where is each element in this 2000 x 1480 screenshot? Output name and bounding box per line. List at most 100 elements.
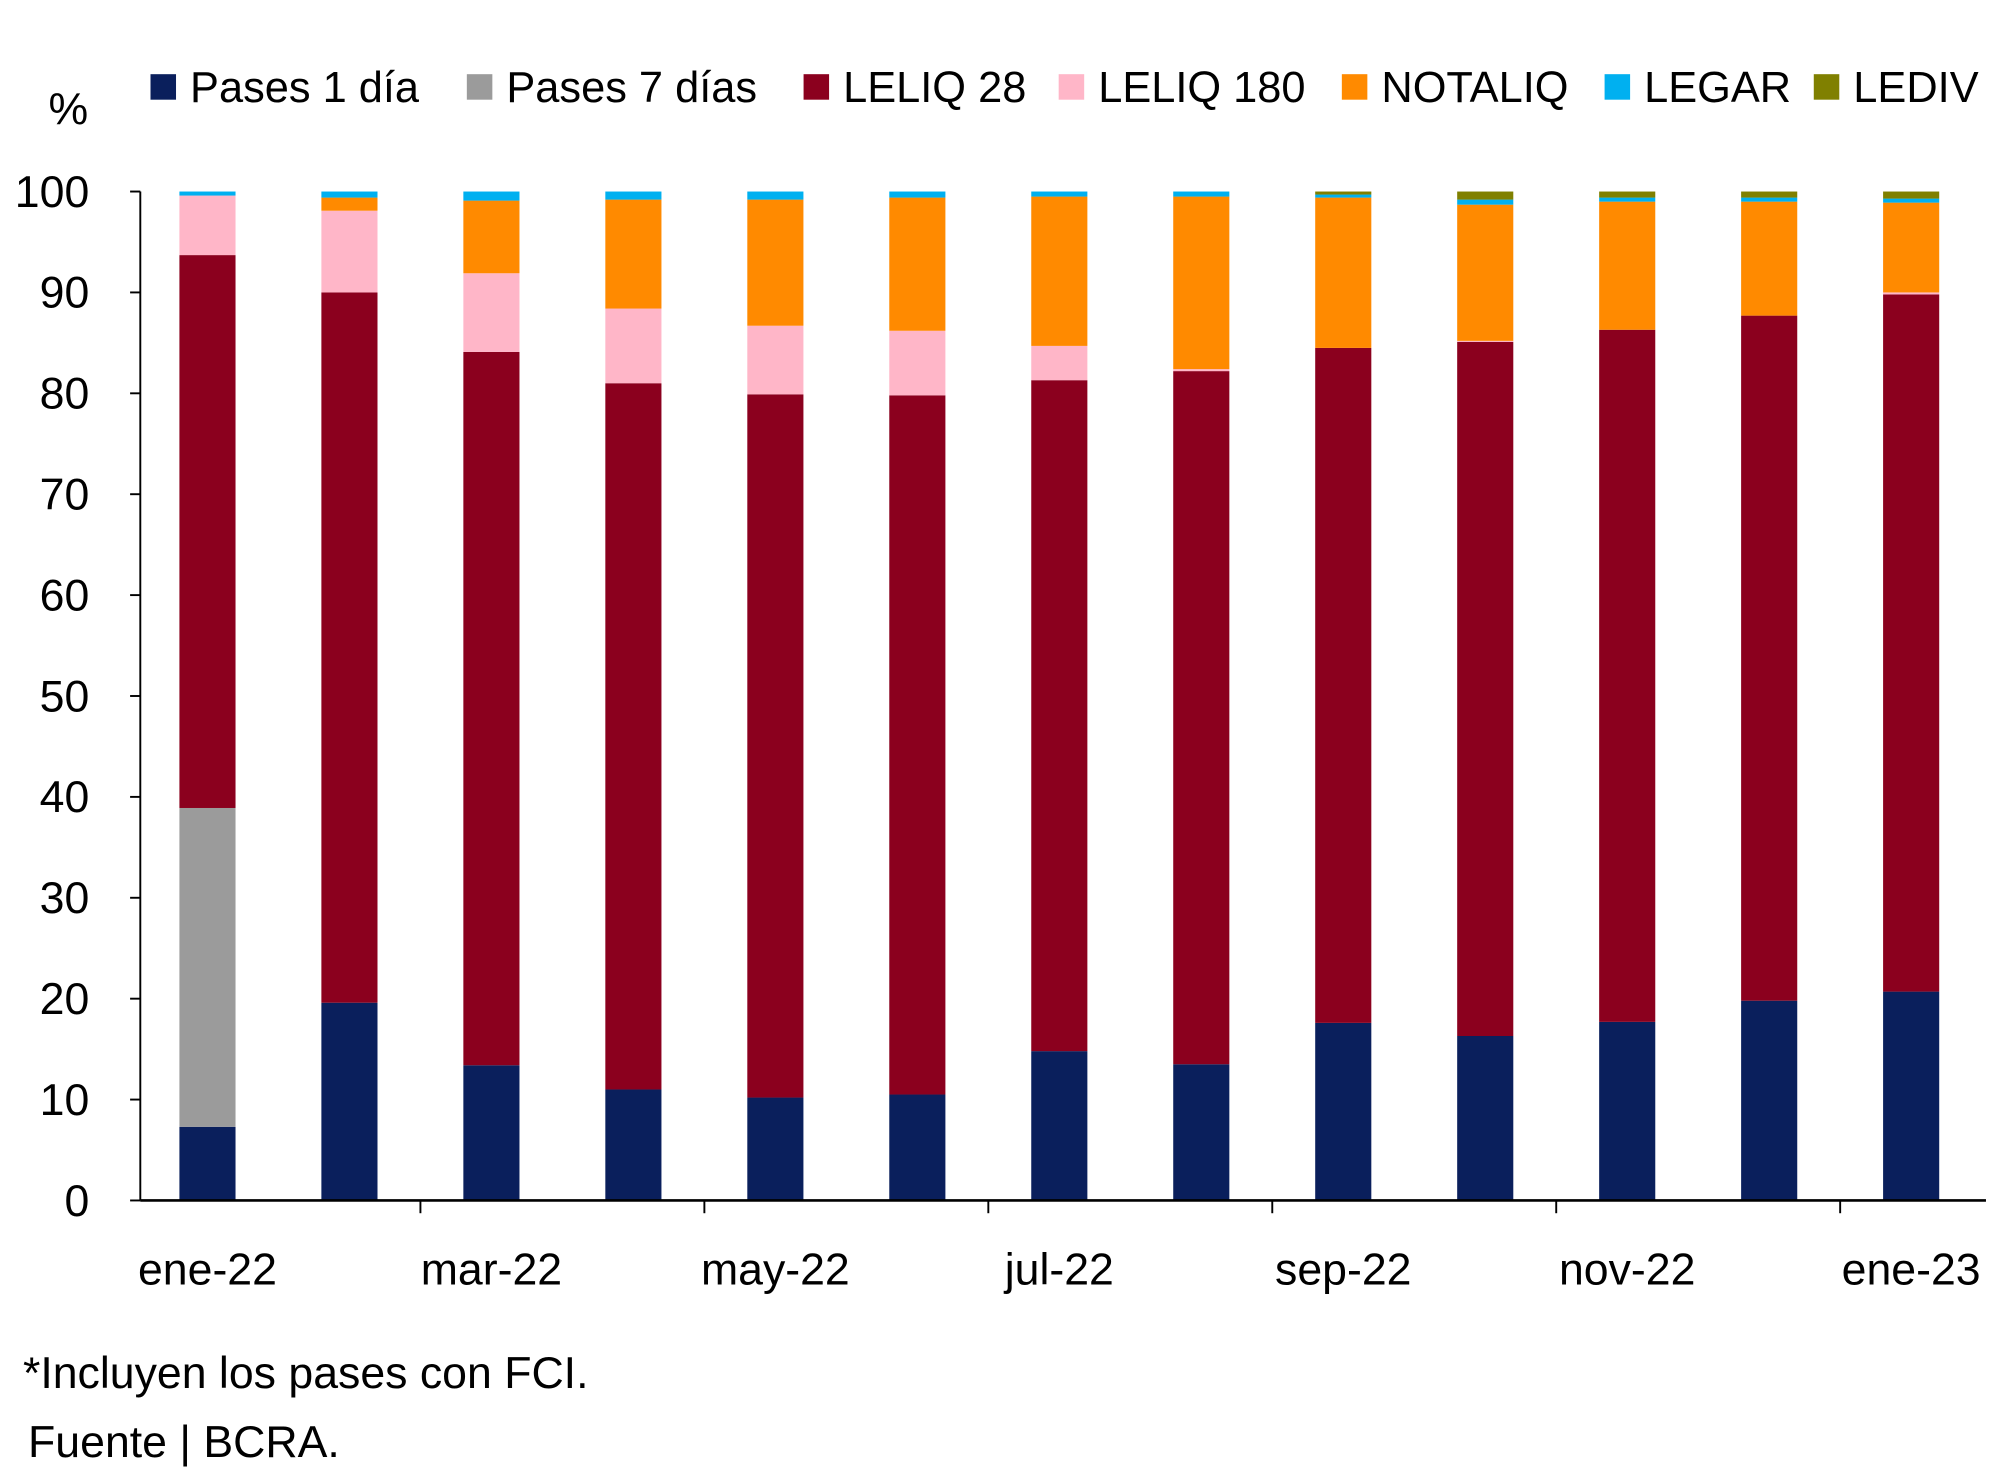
bar-segment-pases-7-d-as-ene-22	[179, 807, 236, 1127]
bar-segment-leliq-180-ene-22	[179, 195, 236, 256]
bar-segment-notaliq-oct-22	[1457, 204, 1514, 341]
x-tick-label: sep-22	[1275, 1246, 1411, 1295]
bar-segment-leliq-28-sep-22	[1315, 347, 1372, 1023]
bar-segment-legar-feb-22	[321, 191, 378, 198]
bar-segment-leliq-180-abr-22	[605, 308, 662, 384]
bar-segment-leliq-28-ene-23	[1883, 294, 1940, 992]
bar-segment-leliq-28-dic-22	[1741, 315, 1798, 1001]
legend-item: LELIQ 28	[803, 64, 1026, 112]
y-tick-label: 70	[40, 471, 90, 520]
bar-segment-legar-sep-22	[1315, 194, 1372, 198]
bar-segment-leliq-180-may-22	[747, 325, 804, 395]
bar-segment-notaliq-mar-22	[463, 200, 520, 274]
legend-swatch	[150, 74, 177, 100]
bar-segment-leliq-28-mar-22	[463, 351, 520, 1066]
bar-segment-pases-1-d-a-jun-22	[889, 1094, 946, 1201]
legend-label: Pases 1 día	[190, 64, 420, 112]
x-tick-label: ene-22	[138, 1246, 277, 1295]
x-tick-label: ene-23	[1842, 1246, 1981, 1295]
y-axis-unit-label: %	[48, 85, 88, 134]
bar-segment-pases-1-d-a-dic-22	[1741, 1000, 1798, 1201]
legend-item: Pases 7 días	[466, 64, 757, 112]
legend-item: LEGAR	[1604, 64, 1791, 112]
bar-segment-legar-oct-22	[1457, 199, 1514, 205]
bar-segment-leliq-28-ago-22	[1173, 371, 1230, 1065]
bar-segment-notaliq-dic-22	[1741, 201, 1798, 316]
bar-segment-legar-nov-22	[1599, 197, 1656, 202]
bars	[179, 191, 1940, 1201]
bar-segment-leliq-28-abr-22	[605, 383, 662, 1090]
legend-swatch	[1341, 74, 1368, 100]
bar-segment-notaliq-jul-22	[1031, 196, 1088, 346]
y-tick-label: 0	[64, 1177, 89, 1226]
bar-segment-leliq-180-mar-22	[463, 273, 520, 352]
y-tick-label: 40	[40, 773, 90, 822]
y-tick-label: 80	[40, 370, 90, 419]
y-tick-label: 10	[40, 1076, 90, 1125]
bar-segment-pases-1-d-a-oct-22	[1457, 1036, 1514, 1201]
bar-segment-legar-jul-22	[1031, 191, 1088, 197]
bar-segment-notaliq-sep-22	[1315, 197, 1372, 348]
legend-swatch	[1813, 74, 1840, 100]
bar-segment-pases-1-d-a-ene-23	[1883, 991, 1940, 1201]
legend-swatch	[803, 74, 830, 100]
bar-segment-legar-may-22	[747, 191, 804, 200]
bar-segment-notaliq-ago-22	[1173, 196, 1230, 370]
bar-segment-leliq-28-may-22	[747, 394, 804, 1098]
bar-segment-leliq-180-jun-22	[889, 330, 946, 396]
legend-label: LELIQ 180	[1098, 64, 1305, 112]
x-tick-label: mar-22	[421, 1246, 562, 1295]
bar-segment-notaliq-abr-22	[605, 199, 662, 309]
bar-segment-leliq-28-jun-22	[889, 395, 946, 1095]
bar-segment-leliq-28-oct-22	[1457, 341, 1514, 1037]
bar-segment-legar-ago-22	[1173, 191, 1230, 197]
bar-segment-notaliq-ene-23	[1883, 202, 1940, 293]
y-tick-label: 20	[40, 975, 90, 1024]
y-tick-label: 30	[40, 874, 90, 923]
legend-item: NOTALIQ	[1341, 64, 1569, 112]
bar-segment-pases-1-d-a-feb-22	[321, 1002, 378, 1201]
bar-segment-pases-1-d-a-sep-22	[1315, 1022, 1372, 1201]
bar-segment-leliq-28-jul-22	[1031, 380, 1088, 1052]
bar-segment-leliq-28-ene-22	[179, 255, 236, 808]
bar-segment-legar-ene-22	[179, 191, 236, 196]
bar-segment-legar-mar-22	[463, 191, 520, 201]
legend-item: Pases 1 día	[150, 64, 420, 112]
legend-item: LEDIV	[1813, 64, 1979, 112]
axes: ene-22 mar-22 may-22 jul-22 sep-22 nov-22 ene-…	[15, 168, 1986, 1295]
bar-segment-pases-1-d-a-abr-22	[605, 1089, 662, 1201]
x-tick-label: nov-22	[1559, 1246, 1695, 1295]
bar-segment-pases-1-d-a-nov-22	[1599, 1021, 1656, 1201]
legend-swatch	[466, 74, 493, 100]
bar-segment-legar-abr-22	[605, 191, 662, 200]
bar-segment-lediv-nov-22	[1599, 191, 1656, 198]
bar-segment-legar-dic-22	[1741, 197, 1798, 202]
bar-segment-pases-1-d-a-ene-22	[179, 1126, 236, 1201]
legend-swatch	[1604, 74, 1631, 100]
legend-item: LELIQ 180	[1058, 64, 1306, 112]
legend-swatch	[1058, 74, 1085, 100]
bar-segment-leliq-180-oct-22	[1457, 340, 1514, 342]
bar-segment-pases-1-d-a-jul-22	[1031, 1051, 1088, 1201]
source-note: Fuente | BCRA.	[28, 1418, 340, 1467]
bar-segment-lediv-sep-22	[1315, 191, 1372, 195]
bar-segment-lediv-oct-22	[1457, 191, 1514, 200]
y-tick-label: 100	[15, 168, 89, 217]
x-tick-label: may-22	[701, 1246, 850, 1295]
y-tick-label: 90	[40, 269, 90, 318]
legend-label: LEGAR	[1644, 64, 1791, 112]
bar-segment-leliq-28-nov-22	[1599, 329, 1656, 1022]
bar-segment-leliq-180-feb-22	[321, 210, 378, 293]
bar-segment-lediv-dic-22	[1741, 191, 1798, 198]
bar-segment-lediv-ene-23	[1883, 191, 1940, 199]
bar-segment-pases-1-d-a-ago-22	[1173, 1064, 1230, 1201]
bar-segment-leliq-28-feb-22	[321, 292, 378, 1003]
bar-segment-pases-1-d-a-mar-22	[463, 1065, 520, 1201]
bar-segment-legar-ene-23	[1883, 198, 1940, 203]
x-tick-label: jul-22	[1003, 1246, 1114, 1295]
bar-segment-notaliq-feb-22	[321, 197, 378, 211]
y-tick-label: 60	[40, 571, 90, 620]
legend-label: Pases 7 días	[506, 64, 757, 112]
bar-segment-leliq-180-ago-22	[1173, 369, 1230, 372]
